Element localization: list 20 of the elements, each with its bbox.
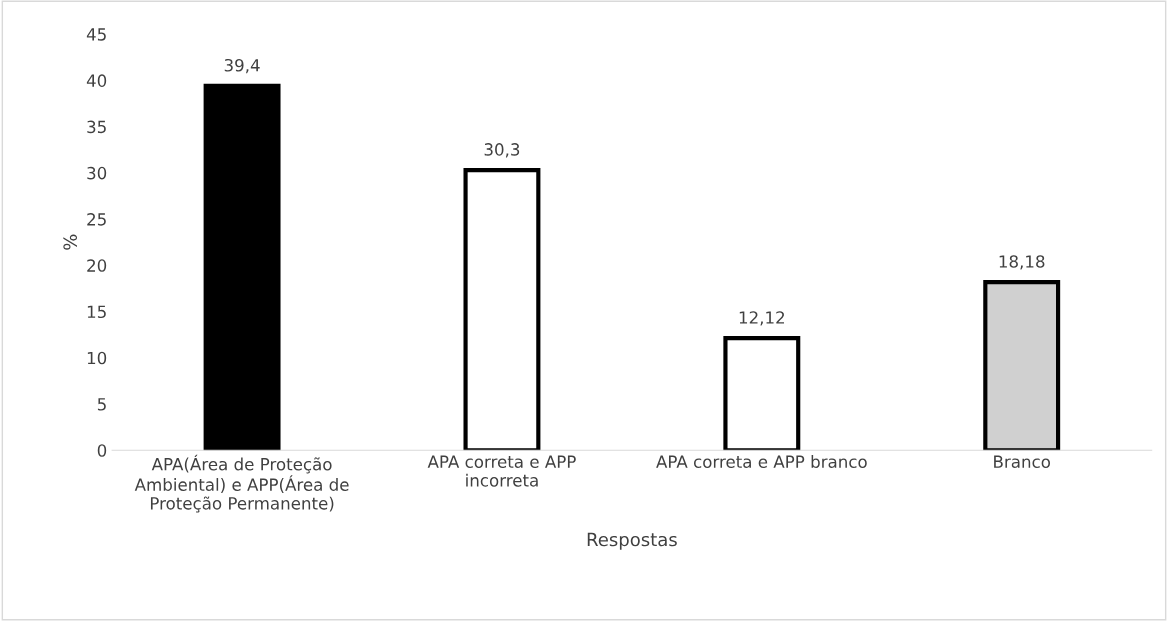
y-tick-label: 40	[86, 74, 107, 87]
y-tick-label: 45	[86, 28, 106, 41]
x-tick-label: Branco	[994, 455, 1051, 468]
y-tick-label: 10	[87, 351, 107, 365]
data-label: 12,12	[739, 311, 785, 326]
y-tick-label: 0	[97, 444, 107, 457]
y-axis-title: %	[63, 234, 77, 250]
data-label: 18,18	[999, 255, 1045, 270]
x-tick-label: APA(Área de Proteção Ambiental) e APP(Área de Proteção Permanente)	[134, 454, 349, 513]
x-axis-title: Respostas	[587, 532, 677, 550]
x-tick-label: APA correta e APP branco	[656, 455, 867, 468]
y-tick-label: 5	[97, 398, 106, 411]
y-tick-label: 25	[87, 213, 106, 226]
y-tick-label: 35	[87, 120, 106, 134]
data-label: 30,3	[484, 143, 520, 158]
y-tick-label: 30	[87, 166, 107, 180]
y-tick-label: 15	[87, 305, 106, 319]
y-tick-label: 20	[87, 259, 107, 272]
x-tick-label: APA correta e APP incorreta	[427, 455, 576, 487]
data-label: 39,4	[224, 58, 260, 74]
